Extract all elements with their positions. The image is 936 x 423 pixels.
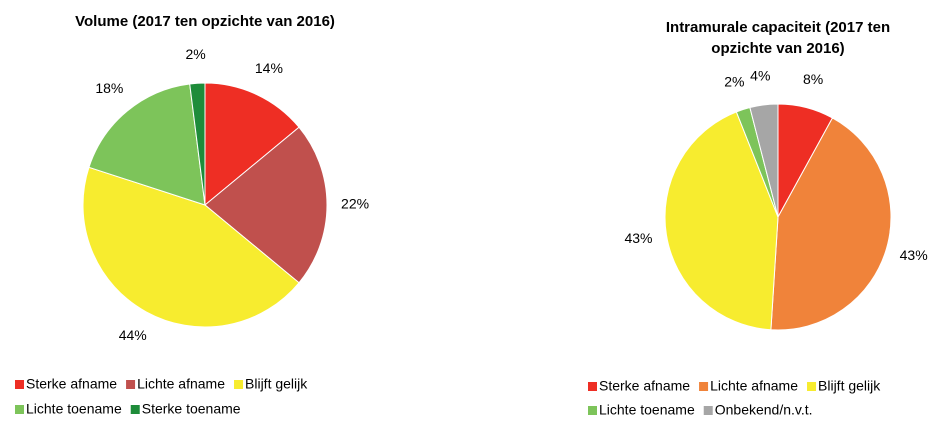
legend-swatch <box>703 406 713 415</box>
legend-swatch <box>588 406 597 415</box>
legend-label: Lichte toename <box>26 401 122 417</box>
legend-label: Blijft gelijk <box>245 376 308 392</box>
data-label: 43% <box>624 230 652 246</box>
legend-swatch <box>15 380 24 389</box>
legend-swatch <box>699 382 709 391</box>
legend-swatch <box>807 382 817 391</box>
data-label: 44% <box>119 327 147 343</box>
data-label: 8% <box>803 71 823 87</box>
pie-slice <box>82 166 300 328</box>
legend-swatch <box>588 382 597 391</box>
legend-label: Lichte afname <box>137 376 225 392</box>
legend-label: Blijft gelijk <box>818 378 881 394</box>
data-label: 22% <box>341 196 369 212</box>
pie-slice <box>189 82 206 206</box>
legend-label: Sterke toename <box>142 401 241 417</box>
data-label: 4% <box>750 68 770 84</box>
pie-slice <box>749 103 779 218</box>
chart-title: opzichte van 2016) <box>711 40 844 57</box>
legend-swatch <box>234 380 244 389</box>
data-label: 2% <box>724 73 744 89</box>
data-label: 14% <box>255 60 283 76</box>
legend-label: Lichte toename <box>599 402 695 418</box>
pie-slice <box>664 111 779 331</box>
pie-slice <box>770 117 892 331</box>
pie-slice <box>204 82 300 207</box>
data-label: 2% <box>185 46 205 62</box>
legend-label: Sterke afname <box>599 378 690 394</box>
data-label: 18% <box>95 80 123 96</box>
legend-swatch <box>15 405 24 414</box>
legend-label: Onbekend/n.v.t. <box>715 402 813 418</box>
pie-slice <box>88 83 206 206</box>
pie-slice <box>204 126 328 284</box>
legend-label: Lichte afname <box>710 378 798 394</box>
legend-label: Sterke afname <box>26 376 117 392</box>
legend-swatch <box>126 380 136 389</box>
data-label: 43% <box>900 247 928 263</box>
chart-title: Volume (2017 ten opzichte van 2016) <box>75 13 335 30</box>
chart-title: Intramurale capaciteit (2017 ten <box>666 19 890 36</box>
legend-swatch <box>130 405 140 414</box>
